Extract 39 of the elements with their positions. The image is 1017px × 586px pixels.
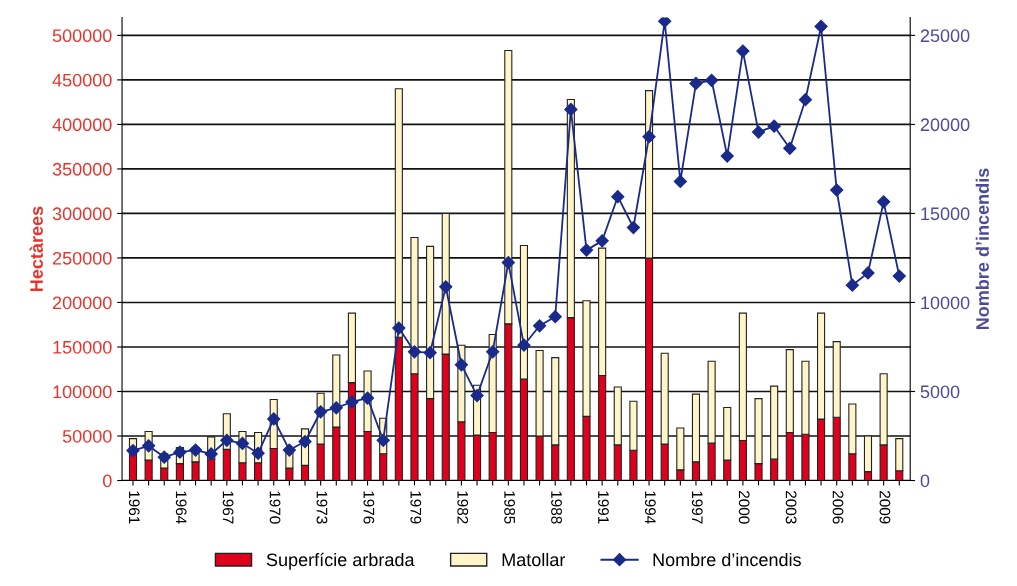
x-tick-label: 2000 — [738, 491, 750, 524]
y-tick-label: 0 — [102, 474, 112, 488]
y2-tick-label: 20000 — [920, 118, 970, 132]
y-tick-label: 300000 — [52, 207, 112, 221]
y2-tick-label: 15000 — [921, 207, 970, 221]
y-tick-label: 100000 — [53, 385, 112, 399]
y-tick-label: 150000 — [53, 340, 112, 354]
x-tick-label: 2006 — [832, 491, 844, 524]
x-tick-label: 1988 — [551, 491, 562, 524]
x-tick-label: 1997 — [691, 491, 703, 524]
y-tick-label: 200000 — [52, 296, 112, 310]
y-tick-label: 400000 — [52, 118, 112, 132]
x-tick-label: 1979 — [410, 491, 422, 524]
y2-tick-label: 5000 — [920, 385, 960, 399]
legend-label: Nombre d’incendis — [653, 552, 801, 567]
y-tick-label: 250000 — [52, 251, 112, 265]
y2-axis-title: Nombre d’incendis — [975, 168, 989, 330]
x-tick-label: 1985 — [504, 491, 516, 524]
y2-tick-label: 0 — [920, 474, 930, 488]
x-tick-label: 1976 — [363, 491, 375, 524]
x-tick-label: 1973 — [316, 491, 328, 524]
legend-label: Matollar — [502, 552, 566, 567]
y-tick-label: 50000 — [62, 429, 112, 443]
x-tick-label: 1967 — [222, 491, 234, 524]
y-tick-label: 450000 — [52, 73, 112, 87]
y-tick-label: 500000 — [52, 29, 112, 43]
y2-tick-label: 10000 — [921, 296, 970, 310]
y-axis-title: Hectàrees — [29, 206, 43, 291]
x-tick-label: 1964 — [175, 491, 187, 524]
y2-tick-label: 25000 — [920, 29, 970, 43]
x-tick-label: 1994 — [644, 491, 656, 524]
x-tick-label: 1961 — [128, 491, 140, 524]
x-tick-label: 1970 — [269, 491, 281, 524]
y-tick-label: 350000 — [52, 162, 112, 176]
legend-label: Superfície arbrada — [266, 552, 415, 570]
x-tick-label: 1982 — [457, 491, 469, 524]
x-tick-label: 2003 — [785, 491, 797, 524]
x-tick-label: 2009 — [879, 491, 891, 524]
x-tick-label: 1991 — [598, 491, 609, 524]
